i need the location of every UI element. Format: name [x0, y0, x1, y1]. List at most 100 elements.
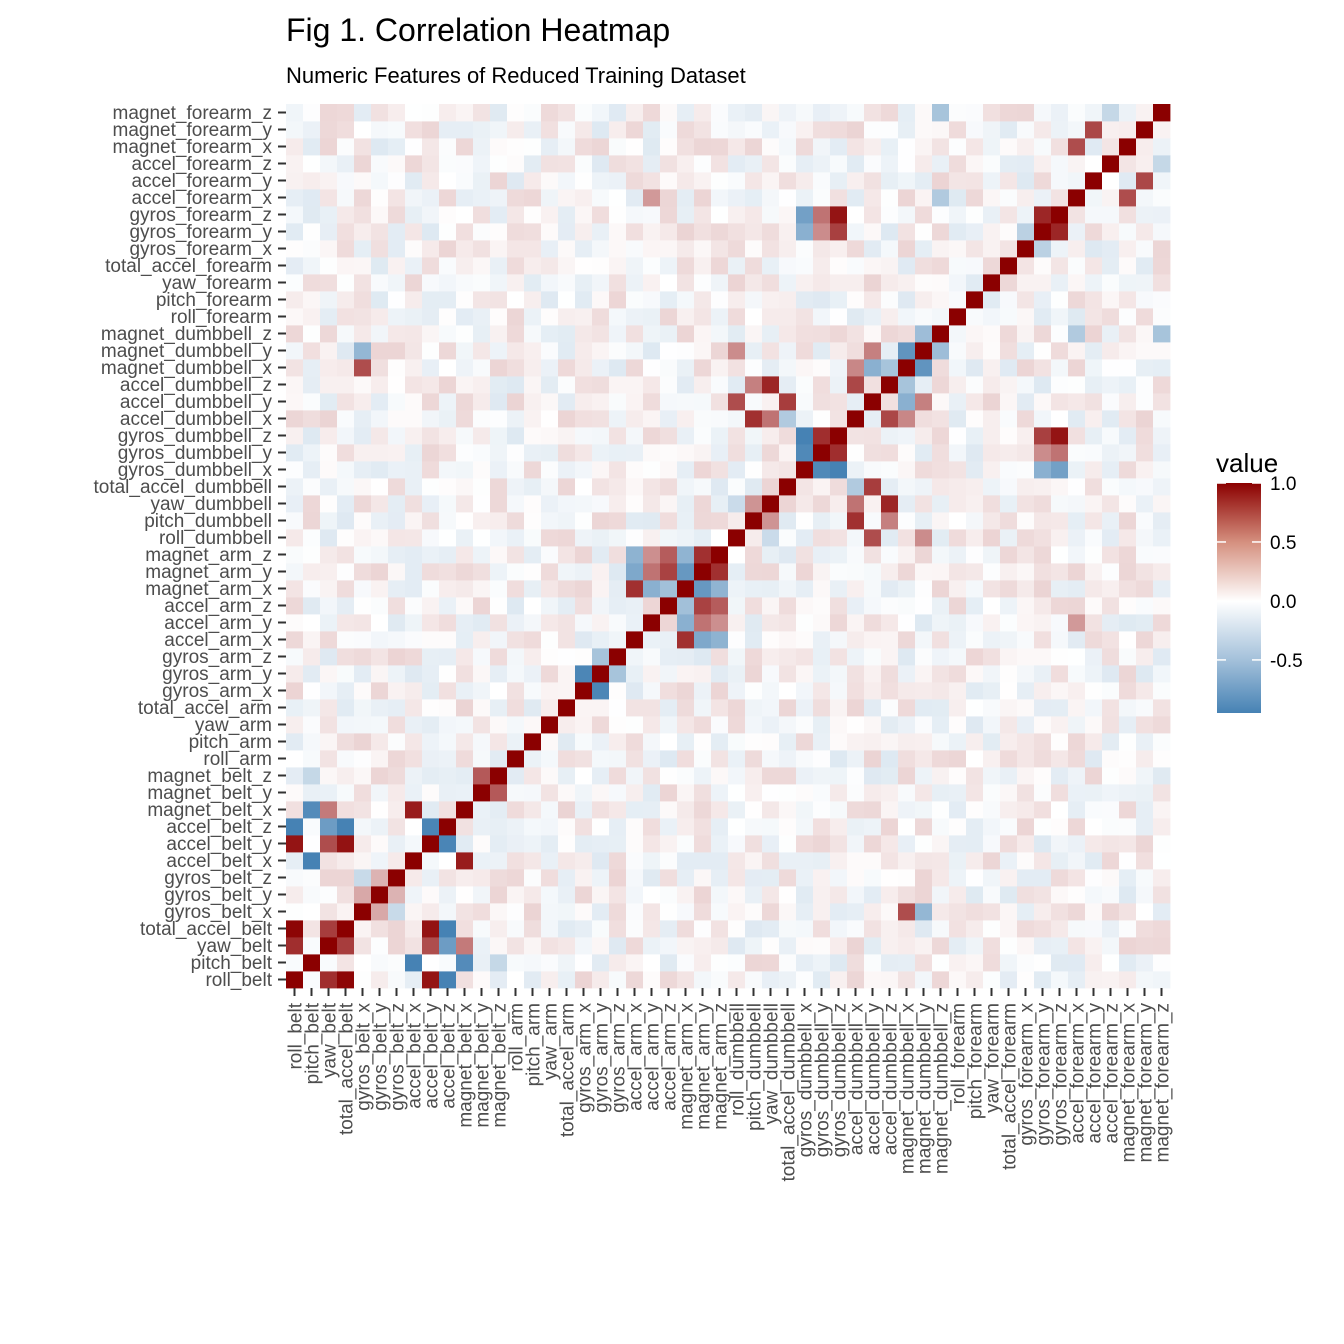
heatmap-cell [1034, 750, 1052, 768]
heatmap-cell [1034, 274, 1052, 292]
heatmap-cell [864, 852, 882, 870]
heatmap-cell [966, 869, 984, 887]
heatmap-cell [439, 206, 457, 224]
heatmap-cell [694, 614, 712, 632]
heatmap-cell [983, 359, 1001, 377]
heatmap-cell [558, 461, 576, 479]
heatmap-cell [507, 716, 525, 734]
heatmap-cell [796, 971, 814, 989]
heatmap-cell [949, 869, 967, 887]
heatmap-cell [303, 920, 321, 938]
heatmap-cell [830, 189, 848, 207]
heatmap-cell [286, 784, 304, 802]
heatmap-cell [898, 359, 916, 377]
heatmap-cell [320, 631, 338, 649]
heatmap-cell [915, 767, 933, 785]
heatmap-cell [320, 444, 338, 462]
heatmap-cell [592, 410, 610, 428]
heatmap-cell [643, 495, 661, 513]
y-tick-label: magnet_arm_z [145, 545, 272, 566]
heatmap-cell [881, 665, 899, 683]
heatmap-cell [558, 376, 576, 394]
heatmap-cell [1102, 291, 1120, 309]
heatmap-cell [898, 155, 916, 173]
heatmap-cell [660, 189, 678, 207]
heatmap-cell [1085, 954, 1103, 972]
heatmap-cell [303, 410, 321, 428]
heatmap-cell [1085, 699, 1103, 717]
heatmap-cell [524, 903, 542, 921]
heatmap-cell [541, 478, 559, 496]
heatmap-cell [1068, 308, 1086, 326]
heatmap-cell [949, 393, 967, 411]
heatmap-cell [626, 325, 644, 343]
heatmap-cell [1119, 563, 1137, 581]
heatmap-cell [813, 223, 831, 241]
heatmap-cell [830, 393, 848, 411]
heatmap-cell [575, 563, 593, 581]
heatmap-cell [405, 801, 423, 819]
heatmap-cell [1017, 325, 1035, 343]
heatmap-cell [1000, 869, 1018, 887]
heatmap-cell [677, 393, 695, 411]
heatmap-cell [592, 784, 610, 802]
x-axis-labels: roll_beltpitch_beltyaw_belttotal_accel_b… [286, 1002, 1174, 1181]
heatmap-cell [864, 512, 882, 530]
heatmap-cell [864, 580, 882, 598]
heatmap-cell [558, 206, 576, 224]
heatmap-cell [592, 189, 610, 207]
heatmap-cell [779, 342, 797, 360]
heatmap-cell [864, 937, 882, 955]
y-tick-label: gyros_arm_y [162, 664, 272, 685]
heatmap-cell [949, 478, 967, 496]
heatmap-cell [881, 172, 899, 190]
heatmap-cell [830, 342, 848, 360]
heatmap-cell [303, 954, 321, 972]
heatmap-cell [1136, 223, 1154, 241]
heatmap-cell [915, 937, 933, 955]
heatmap-cell [643, 189, 661, 207]
heatmap-cell [507, 121, 525, 139]
heatmap-cell [439, 801, 457, 819]
heatmap-cell [779, 427, 797, 445]
heatmap-cell [694, 104, 712, 122]
heatmap-cell [507, 835, 525, 853]
heatmap-cell [949, 427, 967, 445]
heatmap-cell [609, 325, 627, 343]
heatmap-cell [1017, 699, 1035, 717]
heatmap-cell [320, 784, 338, 802]
heatmap-cell [575, 750, 593, 768]
heatmap-cell [762, 138, 780, 156]
heatmap-cell [422, 580, 440, 598]
heatmap-cell [830, 665, 848, 683]
heatmap-cell [456, 631, 474, 649]
heatmap-cell [728, 172, 746, 190]
heatmap-cell [762, 665, 780, 683]
heatmap-cell [337, 461, 355, 479]
heatmap-cell [813, 835, 831, 853]
heatmap-cell [1119, 580, 1137, 598]
heatmap-cell [524, 597, 542, 615]
heatmap-cell [728, 767, 746, 785]
heatmap-cell [371, 801, 389, 819]
heatmap-cell [983, 444, 1001, 462]
heatmap-cell [507, 240, 525, 258]
heatmap-cell [456, 172, 474, 190]
heatmap-cell [898, 291, 916, 309]
heatmap-cell [915, 903, 933, 921]
heatmap-cell [558, 665, 576, 683]
heatmap-cell [643, 869, 661, 887]
heatmap-cell [626, 801, 644, 819]
heatmap-cell [1153, 886, 1171, 904]
heatmap-cell [286, 665, 304, 683]
heatmap-cell [422, 223, 440, 241]
heatmap-cell [354, 818, 372, 836]
heatmap-cell [932, 920, 950, 938]
heatmap-cell [626, 767, 644, 785]
heatmap-cell [915, 529, 933, 547]
heatmap-cell [490, 886, 508, 904]
heatmap-cell [915, 716, 933, 734]
heatmap-cell [1102, 461, 1120, 479]
x-tick-label: gyros_dumbbell_z [830, 1003, 851, 1157]
